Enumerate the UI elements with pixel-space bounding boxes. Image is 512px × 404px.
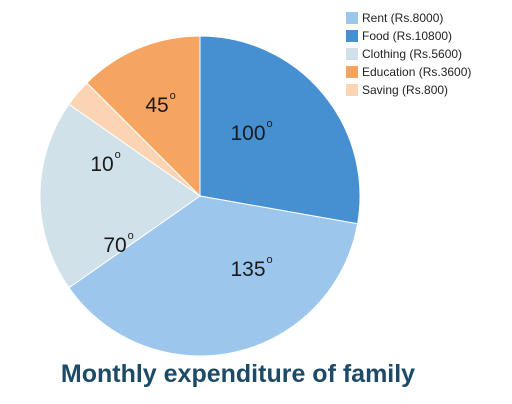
legend-swatch (346, 12, 358, 24)
legend-item-saving: Saving (Rs.800) (346, 83, 448, 97)
pie-slice-rent (68, 195, 359, 357)
degree-symbol: o (170, 90, 176, 102)
legend-swatch (346, 84, 358, 96)
legend-label: Clothing (Rs.5600) (362, 47, 462, 61)
degree-symbol: o (267, 118, 273, 130)
legend-swatch (346, 30, 358, 42)
pie-slice-food (199, 35, 361, 225)
pie-slices (39, 35, 361, 357)
legend-label: Saving (Rs.800) (362, 83, 448, 97)
degree-symbol: o (267, 254, 273, 266)
pie-slice-education (86, 35, 201, 198)
legend-item-food: Food (Rs.10800) (346, 29, 452, 43)
slice-label-clothing: 70 (103, 234, 126, 257)
pie-slice-clothing (39, 103, 201, 289)
legend-swatch (346, 48, 358, 60)
legend-item-rent: Rent (Rs.8000) (346, 11, 443, 25)
slice-label-saving: 10 (90, 153, 113, 176)
slice-label-education: 45 (145, 94, 168, 117)
degree-symbol: o (128, 230, 134, 242)
chart-title: Monthly expenditure of family (61, 360, 415, 388)
legend-item-education: Education (Rs.3600) (346, 65, 471, 79)
slice-label-rent: 135 (230, 258, 265, 281)
degree-symbol: o (115, 149, 121, 161)
legend-label: Food (Rs.10800) (362, 29, 452, 43)
legend-label: Rent (Rs.8000) (362, 11, 443, 25)
legend-item-clothing: Clothing (Rs.5600) (346, 47, 462, 61)
slice-label-food: 100 (230, 122, 265, 145)
legend-label: Education (Rs.3600) (362, 65, 471, 79)
legend: Rent (Rs.8000) Food (Rs.10800) Clothing (R… (346, 11, 471, 97)
legend-swatch (346, 66, 358, 78)
